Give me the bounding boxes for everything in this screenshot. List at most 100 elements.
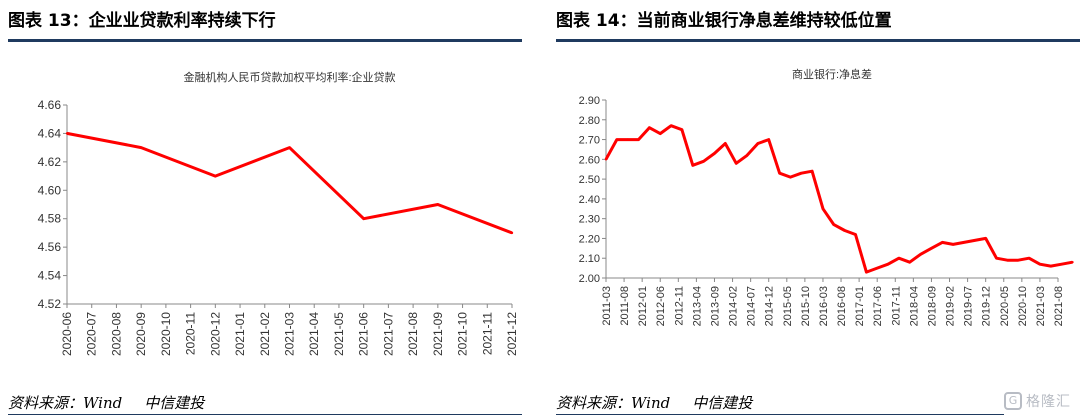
x-tick-label: 2015-05 <box>782 286 794 326</box>
x-tick-label: 2012-11 <box>673 286 685 326</box>
y-tick-label: 2.40 <box>579 194 600 206</box>
data-point <box>288 146 291 149</box>
title-rule <box>8 39 522 42</box>
x-tick-label: 2021-02 <box>258 312 272 356</box>
watermark: G 格隆汇 <box>1004 388 1074 414</box>
data-point <box>637 138 640 141</box>
y-tick-label: 4.62 <box>38 155 62 169</box>
data-point <box>691 164 694 167</box>
y-tick-label: 2.00 <box>579 273 600 285</box>
x-tick-label: 2021-12 <box>505 312 519 356</box>
data-point <box>854 233 857 236</box>
x-tick-label: 2020-08 <box>109 312 123 356</box>
x-tick-label: 2014-07 <box>746 286 758 326</box>
data-point <box>919 253 922 256</box>
data-point <box>702 160 705 163</box>
source-org: 中信建投 <box>692 394 753 412</box>
series-line <box>604 124 1073 274</box>
data-point <box>734 162 738 165</box>
x-tick-label: 2021-04 <box>307 312 321 356</box>
y-tick-label: 2.70 <box>579 135 600 147</box>
data-point <box>713 152 716 155</box>
y-tick-label: 4.60 <box>38 183 62 197</box>
data-point <box>1060 262 1063 266</box>
data-point <box>1017 259 1020 262</box>
bottom-rule <box>8 414 522 415</box>
data-point <box>510 231 514 235</box>
y-tick-label: 2.90 <box>579 95 600 107</box>
x-tick-label: 2012-06 <box>655 286 667 326</box>
x-tick-label: 2015-10 <box>800 286 812 326</box>
y-tick-label: 2.20 <box>579 233 600 245</box>
data-point <box>973 239 977 242</box>
x-tick-label: 2020-11 <box>184 312 198 355</box>
loan-rate-chart: 金融机构人民币贷款加权平均利率:企业贷款 4.52 4.54 4.56 4.58 4.60… <box>38 70 519 356</box>
y-tick-label: 2.50 <box>579 174 600 186</box>
data-point <box>362 217 365 220</box>
data-point <box>626 138 629 141</box>
x-tick-label: 2021-08 <box>406 312 420 356</box>
data-point <box>65 132 69 135</box>
right-panel: 图表 14：当前商业银行净息差维持较低位置 商业银行:净息差 2.00 2.10 2.… <box>548 0 1080 417</box>
x-tick-label: 2021-03 <box>283 312 297 356</box>
figure-title: 图表 13：企业业贷款利率持续下行 <box>8 11 276 31</box>
y-tick-label: 4.64 <box>38 126 62 140</box>
data-point <box>962 241 966 244</box>
x-tick-label: 2021-08 <box>1053 286 1065 326</box>
data-point <box>876 266 879 270</box>
x-tick-label: 2019-02 <box>945 286 957 326</box>
data-point <box>1071 260 1074 264</box>
x-tick-label: 2011-03 <box>601 286 613 326</box>
x-tick-label: 2020-10 <box>1017 286 1029 326</box>
y-tick-label: 4.54 <box>38 269 62 283</box>
x-tick-label: 2016-08 <box>836 286 848 326</box>
data-point <box>843 229 846 232</box>
title-rule <box>556 39 1080 42</box>
x-tick-label: 2020-09 <box>134 312 148 356</box>
data-point <box>659 132 662 135</box>
x-tick-label: 2019-12 <box>981 286 993 326</box>
x-tick-label: 2012-01 <box>637 286 649 326</box>
x-tick-label: 2021-06 <box>357 312 371 356</box>
y-tick-label: 2.30 <box>579 214 600 226</box>
watermark-logo-icon: G <box>1004 392 1022 410</box>
x-tick-label: 2020-05 <box>999 286 1011 326</box>
x-tick-label: 2021-05 <box>332 312 346 356</box>
x-tick-label: 2011-08 <box>619 286 631 326</box>
x-tick-label: 2014-02 <box>728 286 740 326</box>
data-point <box>767 138 770 141</box>
data-point <box>745 154 749 157</box>
x-tick-label: 2021-10 <box>456 312 470 356</box>
watermark-text: 格隆汇 <box>1026 394 1071 410</box>
data-point <box>984 237 987 240</box>
y-tick-label: 4.56 <box>38 240 62 254</box>
data-point <box>800 171 803 175</box>
x-tick-label: 2019-07 <box>963 286 975 326</box>
data-point <box>756 142 760 145</box>
data-point <box>930 247 933 250</box>
chart-title: 商业银行:净息差 <box>792 67 872 81</box>
data-point <box>908 260 911 264</box>
source-note: 资料来源：Wind 中信建投 <box>556 392 752 413</box>
data-point <box>680 128 684 131</box>
data-point <box>941 241 944 244</box>
data-point <box>865 270 868 274</box>
data-point <box>897 257 901 260</box>
x-tick-label: 2018-04 <box>908 286 920 326</box>
x-tick-label: 2014-12 <box>764 286 776 326</box>
data-point <box>615 138 619 141</box>
data-point <box>669 124 673 127</box>
data-point <box>832 223 836 226</box>
x-tick-label: 2021-09 <box>431 312 445 356</box>
source-label: 资料来源：Wind <box>8 394 123 412</box>
x-tick-label: 2018-09 <box>926 286 938 326</box>
data-point <box>1038 262 1042 266</box>
x-tick-label: 2020-06 <box>60 312 74 356</box>
net-interest-margin-chart: 商业银行:净息差 2.00 2.10 2.20 2.30 2.40 2.50 2.60 2.70… <box>579 67 1074 326</box>
x-tick-label: 2020-10 <box>159 312 173 356</box>
data-point <box>886 262 890 266</box>
source-org: 中信建投 <box>144 394 205 412</box>
chart-title: 金融机构人民币贷款加权平均利率:企业贷款 <box>183 70 395 84</box>
x-tick-label: 2017-06 <box>872 286 884 326</box>
x-tick-label: 2021-03 <box>1035 286 1047 326</box>
